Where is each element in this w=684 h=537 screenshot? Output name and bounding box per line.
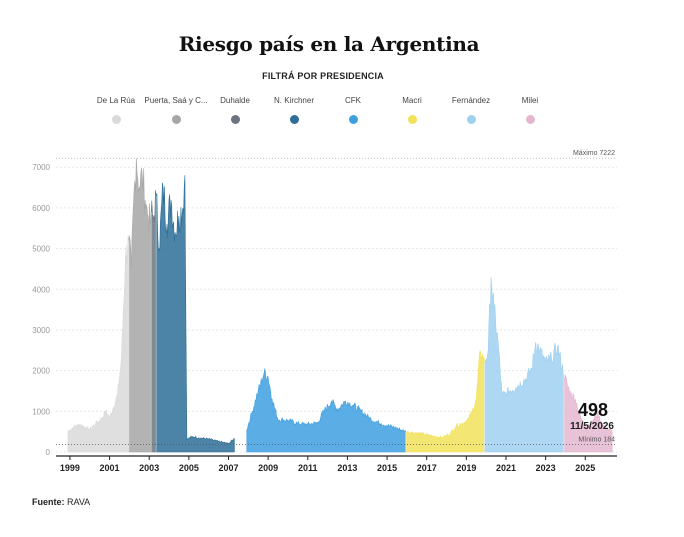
legend-dot[interactable]	[466, 115, 476, 124]
legend-dot[interactable]	[348, 115, 358, 124]
source-note: Fuente: RAVA	[32, 497, 90, 507]
series-area-5	[405, 350, 485, 453]
legend-label: Milei	[521, 96, 539, 105]
series-area-7	[563, 374, 613, 453]
legend-dot[interactable]	[407, 115, 417, 124]
legend-label: De La Rúa	[96, 96, 136, 105]
legend-label: CFK	[345, 96, 361, 105]
y-tick-label: 5000	[32, 245, 50, 254]
x-tick-label: 2023	[536, 463, 556, 473]
source-value: RAVA	[67, 497, 91, 507]
x-tick-label: 2025	[575, 463, 595, 473]
current-date: 11/5/2026	[570, 421, 614, 432]
x-tick-label: 2007	[218, 463, 238, 473]
legend-dot[interactable]	[171, 115, 181, 124]
series-area-6	[484, 277, 565, 453]
y-tick-label: 3000	[32, 326, 50, 335]
x-tick-label: 2003	[139, 463, 159, 473]
legend-dot[interactable]	[111, 115, 121, 124]
series-area-2	[150, 189, 157, 453]
y-tick-label: 1000	[32, 407, 50, 416]
legend-dot[interactable]	[289, 115, 299, 124]
legend-label: Duhalde	[220, 96, 250, 105]
series-area-3	[155, 175, 235, 453]
legend-label: Macri	[402, 96, 422, 105]
series-area-1	[128, 158, 152, 453]
y-tick-label: 2000	[32, 367, 50, 376]
legend-item-5[interactable]: Macri	[367, 96, 457, 124]
source-label: Fuente:	[32, 497, 65, 507]
legend-item-7[interactable]: Milei	[485, 96, 575, 124]
x-tick-label: 1999	[60, 463, 80, 473]
legend-item-1[interactable]: Puerta, Saá y C...	[131, 96, 221, 124]
x-tick-label: 2015	[377, 463, 397, 473]
legend-item-2[interactable]: Duhalde	[190, 96, 280, 124]
series-area-4	[246, 368, 407, 453]
legend-dot[interactable]	[525, 115, 535, 124]
y-tick-label: 0	[46, 448, 51, 457]
x-tick-label: 2005	[179, 463, 199, 473]
legend-label: Puerta, Saá y C...	[144, 96, 208, 105]
legend-item-4[interactable]: CFK	[308, 96, 398, 124]
x-tick-label: 2009	[258, 463, 278, 473]
legend-label: Fernández	[451, 96, 491, 105]
legend-label: N. Kirchner	[273, 96, 314, 105]
x-tick-label: 2001	[100, 463, 120, 473]
filter-heading: FILTRÁ POR PRESIDENCIA	[262, 71, 384, 81]
current-value: 498	[578, 400, 608, 420]
legend-dot[interactable]	[230, 115, 240, 124]
y-tick-label: 7000	[32, 163, 50, 172]
legend-item-0[interactable]: De La Rúa	[71, 96, 161, 124]
legend-item-3[interactable]: N. Kirchner	[249, 96, 339, 124]
y-tick-label: 4000	[32, 285, 50, 294]
x-tick-label: 2017	[417, 463, 437, 473]
y-tick-label: 6000	[32, 204, 50, 213]
x-tick-label: 2013	[337, 463, 357, 473]
x-tick-label: 2019	[456, 463, 476, 473]
x-tick-label: 2021	[496, 463, 516, 473]
legend-item-6[interactable]: Fernández	[426, 96, 516, 124]
chart-title: Riesgo país en la Argentina	[178, 32, 480, 56]
series-area-0	[67, 234, 130, 453]
max-label: Máximo 7222	[573, 150, 615, 157]
min-label: Mínimo 184	[578, 437, 615, 444]
x-tick-label: 2011	[298, 463, 318, 473]
